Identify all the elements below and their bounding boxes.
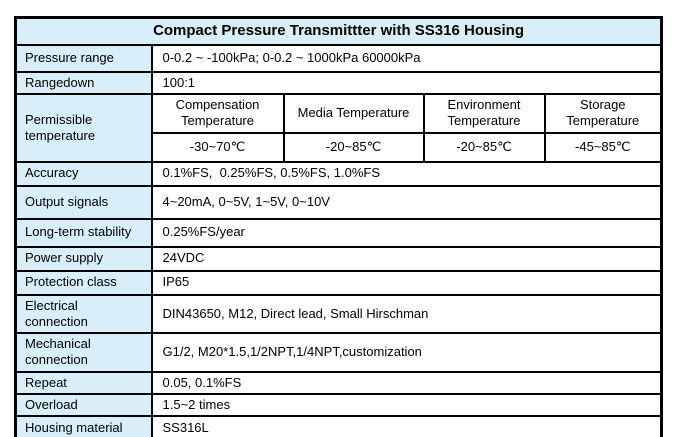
temp-col-value: -20~85℃ (422, 131, 546, 163)
spec-row-label: Overload (14, 392, 153, 418)
table-row-temperature-values: -30~70℃ -20~85℃ -20~85℃ -45~85℃ (16, 131, 663, 163)
table-row: Protection class IP65 (14, 269, 663, 296)
temp-col-header: Compensation Temperature (150, 93, 285, 134)
table-title-row: Compact Pressure Transmittter with SS316… (14, 16, 663, 46)
spec-row-value: G1/2, M20*1.5,1/2NPT,1/4NPT,customizatio… (150, 332, 663, 373)
spec-row-label: Power supply (14, 245, 153, 272)
table-row: Overload 1.5~2 times (14, 392, 663, 418)
table-row: Housing material SS316L (14, 415, 663, 437)
spec-row-label: Long-term stability (14, 217, 153, 248)
table-row: Repeat 0.05, 0.1%FS (14, 370, 663, 395)
temp-col-value: -30~70℃ (150, 131, 285, 163)
table-row-temperature-headers: Permissible temperature Compensation Tem… (14, 93, 663, 163)
table-row: Output signals 4~20mA, 0~5V, 1~5V, 0~10V (14, 184, 663, 220)
spec-row-label: Permissible temperature (14, 93, 153, 163)
spec-row-value: 4~20mA, 0~5V, 1~5V, 0~10V (150, 184, 663, 220)
table-row: Pressure range 0-0.2 ~ -100kPa; 0-0.2 ~ … (14, 43, 663, 73)
spec-row-value: 0.05, 0.1%FS (150, 370, 663, 395)
temp-col-header: Media Temperature (282, 93, 425, 134)
spec-row-value: 100:1 (150, 70, 663, 96)
table-title: Compact Pressure Transmittter with SS316… (14, 16, 663, 46)
temp-col-header: Storage Temperature (543, 93, 663, 134)
spec-row-value: SS316L (150, 415, 663, 437)
spec-row-value: DIN43650, M12, Direct lead, Small Hirsch… (150, 293, 663, 334)
table-row: Long-term stability 0.25%FS/year (14, 217, 663, 248)
spec-row-label: Protection class (14, 269, 153, 296)
spec-row-label: Mechanical connection (14, 332, 153, 373)
spec-row-label: Electrical connection (14, 293, 153, 334)
spec-row-label: Housing material (14, 415, 153, 437)
temp-col-value: -45~85℃ (543, 131, 663, 163)
temp-col-value: -20~85℃ (282, 131, 425, 163)
spec-row-value: IP65 (150, 269, 663, 296)
spec-row-value: 0.1%FS, 0.25%FS, 0.5%FS, 1.0%FS (150, 160, 663, 187)
table-row: Electrical connection DIN43650, M12, Dir… (14, 293, 663, 334)
table-row: Power supply 24VDC (14, 245, 663, 272)
spec-row-value: 0-0.2 ~ -100kPa; 0-0.2 ~ 1000kPa 60000kP… (150, 43, 663, 73)
spec-row-label: Accuracy (14, 160, 153, 187)
spec-row-label: Output signals (14, 184, 153, 220)
spec-row-value: 24VDC (150, 245, 663, 272)
spec-row-value: 0.25%FS/year (150, 217, 663, 248)
spec-row-label: Repeat (14, 370, 153, 395)
spec-row-value: 1.5~2 times (150, 392, 663, 418)
table-row: Mechanical connection G1/2, M20*1.5,1/2N… (14, 332, 663, 373)
table-row: Rangedown 100:1 (14, 70, 663, 96)
spec-row-label: Pressure range (14, 43, 153, 73)
table-row: Accuracy 0.1%FS, 0.25%FS, 0.5%FS, 1.0%FS (14, 160, 663, 187)
temp-col-header: Environment Temperature (422, 93, 546, 134)
spec-table: Compact Pressure Transmittter with SS316… (14, 16, 664, 437)
spec-row-label: Rangedown (14, 70, 153, 96)
